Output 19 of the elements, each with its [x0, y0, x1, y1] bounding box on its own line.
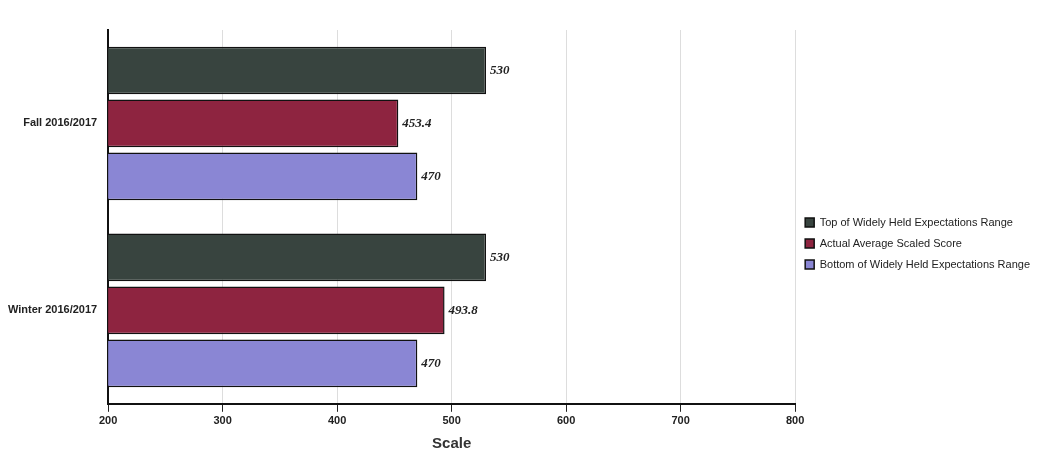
y-tick-label: Fall 2016/2017: [23, 116, 98, 129]
data-label: 470: [420, 167, 442, 183]
x-tick-label: 700: [671, 414, 690, 427]
x-tick-label: 800: [785, 414, 805, 427]
data-label: 470: [420, 354, 442, 370]
data-label: 530: [490, 248, 511, 264]
x-tick-label: 300: [213, 414, 232, 427]
data-label: 530: [490, 61, 511, 77]
legend-label: Top of Widely Held Expectations Range: [819, 215, 1013, 228]
y-tick-label: Winter 2016/2017: [7, 303, 98, 316]
data-label: 493.8: [447, 301, 479, 317]
legend-label: Actual Average Scaled Score: [819, 236, 962, 249]
x-axis-title: Scale: [432, 434, 472, 452]
x-tick-label: 600: [556, 414, 576, 427]
x-tick-label: 200: [99, 414, 118, 427]
x-tick-label: 400: [328, 414, 347, 427]
x-tick-label: 500: [442, 414, 461, 427]
legend-label: Bottom of Widely Held Expectations Range: [819, 257, 1030, 270]
data-label: 453.4: [401, 114, 433, 130]
